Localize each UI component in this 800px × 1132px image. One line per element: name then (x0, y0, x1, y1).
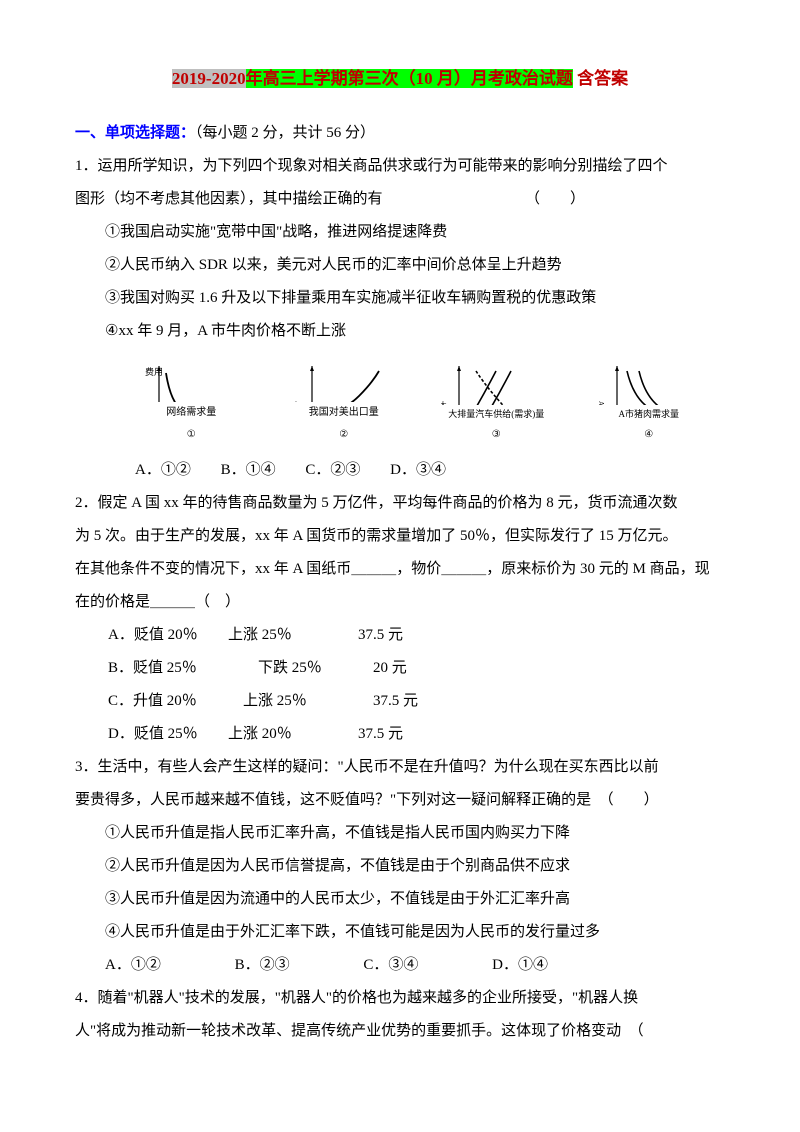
q2-opt-d: D．贬值 25％上涨 20％37.5 元 (108, 718, 725, 751)
chart-3: 大排量汽车价格 大排量汽车供给(需求)量 ③ (436, 361, 556, 446)
q1-item1: ①我国启动实施"宽带中国"战略，推进网络提速降费 (75, 216, 725, 249)
q3-stem-l2: 要贵得多，人民币越来越不值钱，这不贬值吗？"下列对这一疑问解释正确的是 （ ） (75, 784, 725, 817)
section-label: 一、单项选择题： (75, 125, 195, 141)
q3-stem-l1: 3．生活中，有些人会产生这样的疑问："人民币不是在升值吗？为什么现在买东西比以前 (75, 751, 725, 784)
q3-item3: ③人民币升值是因为流通中的人民币太少，不值钱是由于外汇汇率升高 (75, 883, 725, 916)
q3-item1: ①人民币升值是指人民币汇率升高，不值钱是指人民币国内购买力下降 (75, 817, 725, 850)
q2-stem-l4: 在的价格是＿＿＿（ ） (75, 586, 725, 619)
chart-4-svg: A市猪肉价格 (599, 361, 699, 404)
chart-2: 人民币汇率 我国对美出口量 ② (284, 361, 404, 446)
q4-stem-l2: 人"将成为推动新一轮技术改革、提高传统产业优势的重要抓手。这体现了价格变动 （ (75, 1015, 725, 1048)
q2-options: A．贬值 20％上涨 25％37.5 元 B．贬值 25％ 下跌 25％ 20 … (75, 619, 725, 751)
title-part1: 2019-2020 (172, 69, 246, 88)
chart2-xlabel: 我国对美出口量 (309, 407, 379, 418)
q3-opt-d: D．①④ (492, 957, 548, 973)
section-header: 一、单项选择题：（每小题 2 分，共计 56 分） (75, 117, 725, 150)
q2-stem-l1: 2．假定 A 国 xx 年的待售商品数量为 5 万亿件，平均每件商品的价格为 8… (75, 487, 725, 520)
chart2-ylabel: 人民币汇率 (294, 401, 301, 402)
q1-item4: ④xx 年 9 月，A 市牛肉价格不断上涨 (75, 315, 725, 348)
q2-opt-a: A．贬值 20％上涨 25％37.5 元 (108, 619, 725, 652)
chart1-num: ① (187, 424, 196, 446)
q2-stem-l2: 为 5 次。由于生产的发展，xx 年 A 国货币的需求量增加了 50％，但实际发… (75, 520, 725, 553)
chart-4: A市猪肉价格 A市猪肉需求量 ④ (589, 361, 709, 446)
q1-opt-a: A．①② (135, 462, 191, 478)
q1-options: A．①② B．①④ C．②③ D．③④ (75, 454, 725, 487)
chart3-ylabel: 大排量汽车价格 (441, 401, 447, 405)
exam-title: 2019-2020年高三上学期第三次（10 月）月考政治试题 含答案 (75, 60, 725, 97)
q1-opt-d: D．③④ (390, 462, 446, 478)
chart4-num: ④ (644, 424, 653, 446)
q1-item3: ③我国对购买 1.6 升及以下排量乘用车实施减半征收车辆购置税的优惠政策 (75, 282, 725, 315)
charts-row: 费用 网络需求量 ① 人民币汇率 我国对美出口量 ② 大排量汽车价格 大排量汽车… (115, 356, 725, 446)
title-part3: 含答案 (573, 69, 628, 88)
q1-stem-l1: 1．运用所学知识，为下列四个现象对相关商品供求或行为可能带来的影响分别描绘了四个 (75, 150, 725, 183)
q1-opt-b: B．①④ (221, 462, 276, 478)
chart3-num: ③ (492, 424, 501, 446)
q4-stem-l1: 4．随着"机器人"技术的发展，"机器人"的价格也为越来越多的企业所接受，"机器人… (75, 982, 725, 1015)
chart-2-svg: 人民币汇率 (294, 361, 394, 402)
q3-opt-b: B．②③ (235, 957, 290, 973)
chart4-xlabel: A市猪肉需求量 (619, 409, 680, 419)
q3-options: A．①② B．②③ C．③④ D．①④ (75, 949, 725, 982)
q3-item2: ②人民币升值是因为人民币信誉提高，不值钱是由于个别商品供不应求 (75, 850, 725, 883)
q2-opt-c: C．升值 20％ 上涨 25％ 37.5 元 (108, 685, 725, 718)
chart-3-svg: 大排量汽车价格 (441, 361, 551, 404)
q2-stem-l3: 在其他条件不变的情况下，xx 年 A 国纸币＿＿＿，物价＿＿＿，原来标价为 30… (75, 553, 725, 586)
chart3-xlabel: 大排量汽车供给(需求)量 (448, 409, 544, 419)
q3-opt-c: C．③④ (363, 957, 418, 973)
chart1-xlabel: 网络需求量 (166, 407, 216, 418)
chart-1-svg: 费用 (141, 361, 241, 402)
chart1-ylabel: 费用 (145, 366, 163, 377)
chart-1: 费用 网络需求量 ① (131, 361, 251, 446)
q3-opt-a: A．①② (105, 957, 161, 973)
q2-opt-b: B．贬值 25％ 下跌 25％ 20 元 (108, 652, 725, 685)
section-note: （每小题 2 分，共计 56 分） (195, 125, 375, 141)
q1-opt-c: C．②③ (305, 462, 360, 478)
chart4-ylabel: A市猪肉价格 (599, 401, 605, 404)
q1-item2: ②人民币纳入 SDR 以来，美元对人民币的汇率中间价总体呈上升趋势 (75, 249, 725, 282)
title-part2: 年高三上学期第三次（10 月）月考政治试题 (246, 69, 573, 88)
q3-item4: ④人民币升值是由于外汇汇率下跌，不值钱可能是因为人民币的发行量过多 (75, 916, 725, 949)
q1-stem-l2: 图形（均不考虑其他因素），其中描绘正确的有 （ ） (75, 183, 725, 216)
chart2-num: ② (339, 424, 348, 446)
